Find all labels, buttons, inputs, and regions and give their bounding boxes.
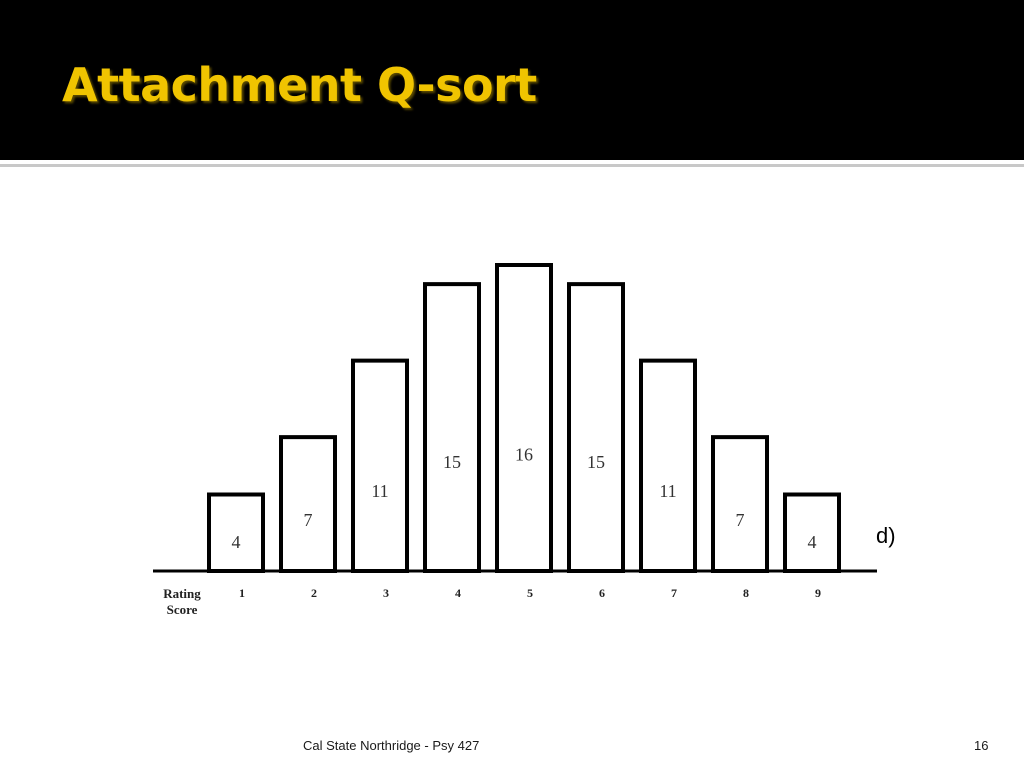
- x-tick-label: 3: [383, 586, 389, 600]
- x-tick-label: 7: [671, 586, 677, 600]
- bar-6: [567, 282, 625, 573]
- x-tick-label: 6: [599, 586, 605, 600]
- bar-8: [711, 435, 769, 573]
- slide-title: Attachment Q-sort: [62, 58, 537, 112]
- bar-5: [495, 263, 553, 573]
- slide-header: Attachment Q-sort: [0, 0, 1024, 160]
- page-number: 16: [974, 738, 989, 753]
- bar-value-label: 16: [515, 445, 533, 465]
- bar-value-label: 11: [659, 481, 676, 501]
- x-tick-label: 2: [311, 586, 317, 600]
- x-tick-label: 8: [743, 586, 749, 600]
- bar-4: [423, 282, 481, 573]
- bar-9: [783, 492, 841, 573]
- x-tick-label: 5: [527, 586, 533, 600]
- header-divider-shadow: [0, 164, 1024, 167]
- bar-value-label: 4: [232, 532, 241, 552]
- bar-value-label: 15: [443, 452, 461, 472]
- x-tick-label: 1: [239, 586, 245, 600]
- footer-text: Cal State Northridge - Psy 427: [303, 738, 480, 753]
- x-tick-label: 9: [815, 586, 821, 600]
- bar-value-label: 7: [304, 510, 313, 530]
- x-axis-label-line: Rating: [163, 586, 201, 601]
- bar-1: [207, 492, 265, 573]
- x-tick-label: 4: [455, 586, 461, 600]
- bar-3: [351, 358, 409, 573]
- bar-value-label: 11: [371, 481, 388, 501]
- bar-value-label: 4: [808, 532, 817, 552]
- bar-2: [279, 435, 337, 573]
- header-divider: [0, 160, 1024, 163]
- x-axis-label-line: Score: [167, 602, 198, 617]
- bar-value-label: 7: [736, 510, 745, 530]
- bar-7: [639, 358, 697, 573]
- bar-value-label: 15: [587, 452, 605, 472]
- partial-text: d): [876, 523, 896, 548]
